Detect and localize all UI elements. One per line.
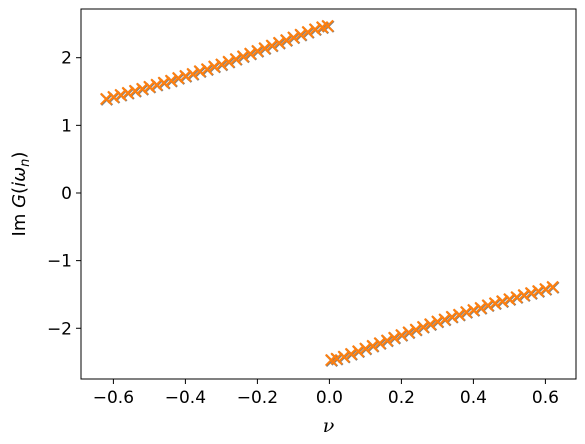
data-point [517,288,531,302]
x-tick-label: 0.0 [316,388,343,408]
data-point [402,326,415,339]
plot-frame [80,8,577,380]
data-point [287,31,300,44]
data-point [351,345,365,358]
data-point [330,352,343,365]
data-point [423,318,437,331]
data-point [503,292,516,306]
data-point [344,347,358,361]
data-point [380,334,394,347]
data-point [150,78,163,91]
y-label-omega: ω [9,167,30,182]
x-tick-label: −0.4 [165,388,206,408]
data-point [416,320,430,334]
data-point [193,65,207,78]
data-point [258,42,271,55]
data-point [294,28,307,41]
data-point [373,336,387,350]
data-point [474,301,487,315]
data-point [431,315,444,328]
y-axis-label: Im G(iωn) [9,152,33,237]
data-point [308,23,322,36]
y-label-close: ) [9,152,30,159]
data-point [243,47,257,60]
data-point [279,33,293,47]
data-point [107,90,120,104]
data-point [539,282,552,296]
data-point [128,84,142,98]
y-label-open: ( [9,187,30,194]
data-point [121,86,135,100]
data-point [215,58,228,71]
data-point [229,52,243,66]
data-point [157,76,171,89]
data-point [222,55,235,68]
data-point [236,50,250,63]
x-axis: −0.6 −0.4 −0.2 0.0 0.2 0.4 0.6 [93,379,559,408]
data-point [445,310,459,323]
data-point [409,323,423,336]
data-point [272,36,286,50]
data-point [395,328,408,342]
data-point [200,62,214,76]
x-tick-label: 0.6 [532,388,559,408]
x-tick-label: 0.4 [460,388,487,408]
data-point [171,71,185,85]
y-tick-label: −2 [47,319,72,339]
y-tick-label: −1 [47,252,72,272]
data-point [524,286,538,300]
data-point [301,25,315,39]
data-point [321,19,334,33]
data-point [359,342,372,355]
data-point [452,308,466,321]
y-axis: −2 −1 0 1 2 [47,49,81,339]
data-point [495,295,509,308]
data-point [366,339,379,353]
data-point [265,39,279,52]
x-tick-label: −0.6 [93,388,134,408]
data-point [143,80,156,93]
y-label-i: i [9,182,30,187]
data-point [459,305,473,319]
y-tick-label: 1 [61,116,72,136]
data-point [488,297,502,310]
data-point [186,67,199,81]
y-tick-label: 0 [61,184,72,204]
data-point [251,44,264,58]
y-tick-label: 2 [61,49,72,69]
x-axis-label: ν [323,415,335,437]
data-point [510,290,523,304]
chart-marks [99,19,560,367]
data-point [438,313,451,326]
data-point [337,350,351,363]
y-label-func: G [9,194,30,208]
data-point [179,69,192,83]
data-point [164,74,178,87]
x-tick-label: −0.2 [237,388,278,408]
data-point [481,299,495,312]
data-point [467,303,480,317]
data-point [387,331,401,344]
x-tick-label: 0.2 [388,388,415,408]
data-point [207,60,221,73]
data-point [546,280,559,294]
data-point [114,88,127,102]
y-label-sub: n [18,159,33,167]
data-point [135,82,149,96]
y-label-prefix: Im [9,208,30,237]
data-point [99,92,113,106]
data-point [531,284,545,298]
